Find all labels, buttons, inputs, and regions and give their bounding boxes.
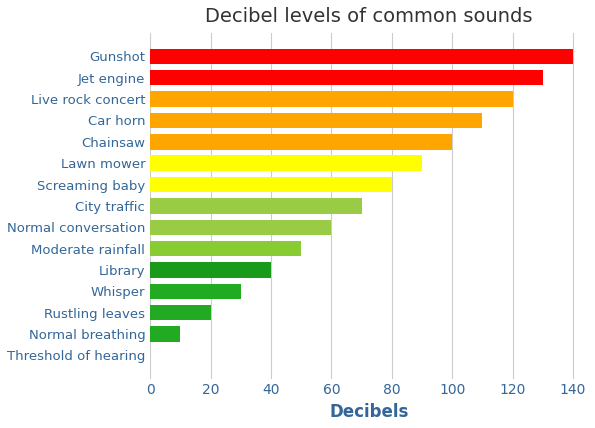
X-axis label: Decibels: Decibels [330,403,409,421]
Bar [150,198,362,214]
Bar [150,262,271,278]
Bar [150,305,211,320]
Bar [150,49,573,64]
Bar [150,326,180,342]
Title: Decibel levels of common sounds: Decibel levels of common sounds [205,7,533,26]
Bar [150,134,452,149]
Bar [150,283,241,299]
Bar [150,241,301,256]
Bar [150,92,512,107]
Bar [150,70,543,86]
Bar [150,220,331,235]
Bar [150,155,422,171]
Bar [150,177,392,192]
Bar [150,113,483,128]
